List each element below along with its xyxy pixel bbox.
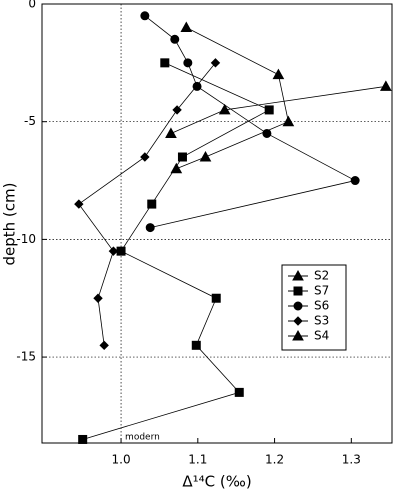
legend-marker (293, 301, 303, 311)
series-line (176, 27, 289, 170)
point (172, 105, 182, 115)
point (282, 115, 295, 127)
point (160, 58, 170, 68)
point (218, 103, 231, 115)
legend-label: S3 (314, 314, 329, 328)
point (350, 176, 360, 186)
legend-marker (293, 316, 303, 326)
y-tick-label: 0 (28, 0, 36, 11)
x-tick-label: 1.3 (342, 453, 361, 467)
point (78, 434, 88, 444)
y-axis-label: depth (cm) (1, 183, 19, 266)
x-tick-label: 1.2 (265, 453, 284, 467)
point (147, 199, 157, 209)
series-line (170, 85, 386, 134)
point (272, 68, 285, 80)
y-tick-label: -5 (24, 114, 36, 128)
point (262, 128, 272, 138)
legend-label: S4 (314, 329, 329, 343)
point (183, 58, 193, 68)
point (210, 58, 221, 68)
legend-label: S2 (314, 269, 329, 283)
legend-marker (292, 329, 304, 341)
legend-label: S7 (314, 284, 329, 298)
reference-label: modern (125, 433, 160, 443)
point (165, 127, 177, 138)
point (140, 152, 150, 162)
point (380, 80, 392, 91)
point (108, 246, 119, 256)
point (199, 150, 212, 162)
x-tick-label: 1.1 (188, 453, 207, 467)
y-tick-label: -10 (16, 232, 36, 246)
x-tick-label: 1.0 (112, 453, 131, 467)
y-tick-label: -15 (16, 350, 36, 364)
point (264, 105, 274, 115)
legend-marker (292, 269, 304, 281)
x-axis-label: Δ¹⁴C (‰) (182, 473, 251, 491)
legend-marker (293, 286, 303, 296)
plot-frame (41, 3, 393, 444)
point (74, 199, 84, 209)
point (116, 246, 126, 256)
point (177, 152, 187, 162)
point (140, 11, 150, 21)
point (191, 340, 201, 350)
point (234, 387, 244, 397)
point (145, 223, 155, 233)
point (211, 293, 221, 303)
legend-label: S6 (314, 299, 329, 313)
point (99, 340, 109, 351)
series-line (78, 62, 216, 346)
point (180, 21, 193, 33)
point (170, 34, 180, 44)
point (93, 293, 103, 303)
